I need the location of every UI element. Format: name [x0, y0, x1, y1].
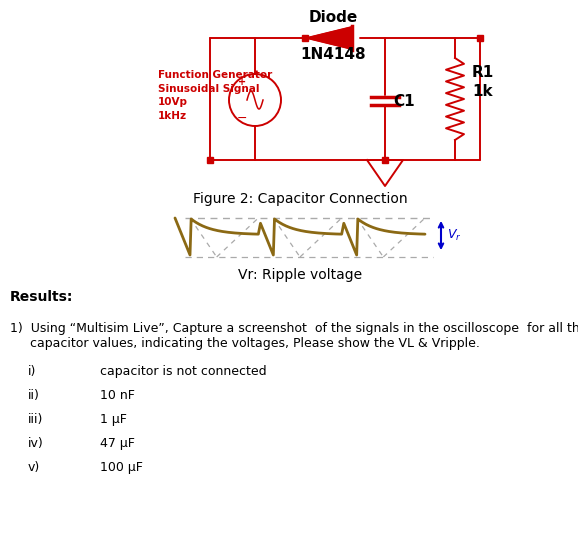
Text: Vr: Ripple voltage: Vr: Ripple voltage: [238, 268, 362, 282]
Text: capacitor values, indicating the voltages, Please show the VL & Vripple.: capacitor values, indicating the voltage…: [10, 337, 480, 350]
Text: i): i): [28, 365, 36, 378]
Text: R1
1k: R1 1k: [472, 65, 494, 99]
Text: Diode: Diode: [309, 10, 358, 25]
Text: Results:: Results:: [10, 290, 73, 304]
Text: iv): iv): [28, 437, 44, 450]
Text: v): v): [28, 461, 40, 474]
Text: 1N4148: 1N4148: [300, 47, 366, 62]
Text: Function Generator
Sinusoidal Signal
10Vp
1kHz: Function Generator Sinusoidal Signal 10V…: [158, 70, 272, 121]
Text: 1)  Using “Multisim Live”, Capture a screenshot  of the signals in the oscillosc: 1) Using “Multisim Live”, Capture a scre…: [10, 322, 578, 335]
Text: 100 μF: 100 μF: [100, 461, 143, 474]
Bar: [382, 157, 388, 163]
Text: C1: C1: [393, 93, 414, 109]
Text: Figure 2: Capacitor Connection: Figure 2: Capacitor Connection: [192, 192, 407, 206]
Text: capacitor is not connected: capacitor is not connected: [100, 365, 266, 378]
Text: −: −: [237, 111, 247, 125]
Text: $V_r$: $V_r$: [447, 228, 462, 243]
Text: 47 μF: 47 μF: [100, 437, 135, 450]
Bar: [207, 157, 213, 163]
Text: 10 nF: 10 nF: [100, 389, 135, 402]
Polygon shape: [307, 27, 352, 49]
Text: +: +: [238, 77, 246, 87]
Bar: [302, 35, 308, 41]
Bar: [477, 35, 483, 41]
Text: ii): ii): [28, 389, 40, 402]
Text: 1 μF: 1 μF: [100, 413, 127, 426]
Text: iii): iii): [28, 413, 43, 426]
